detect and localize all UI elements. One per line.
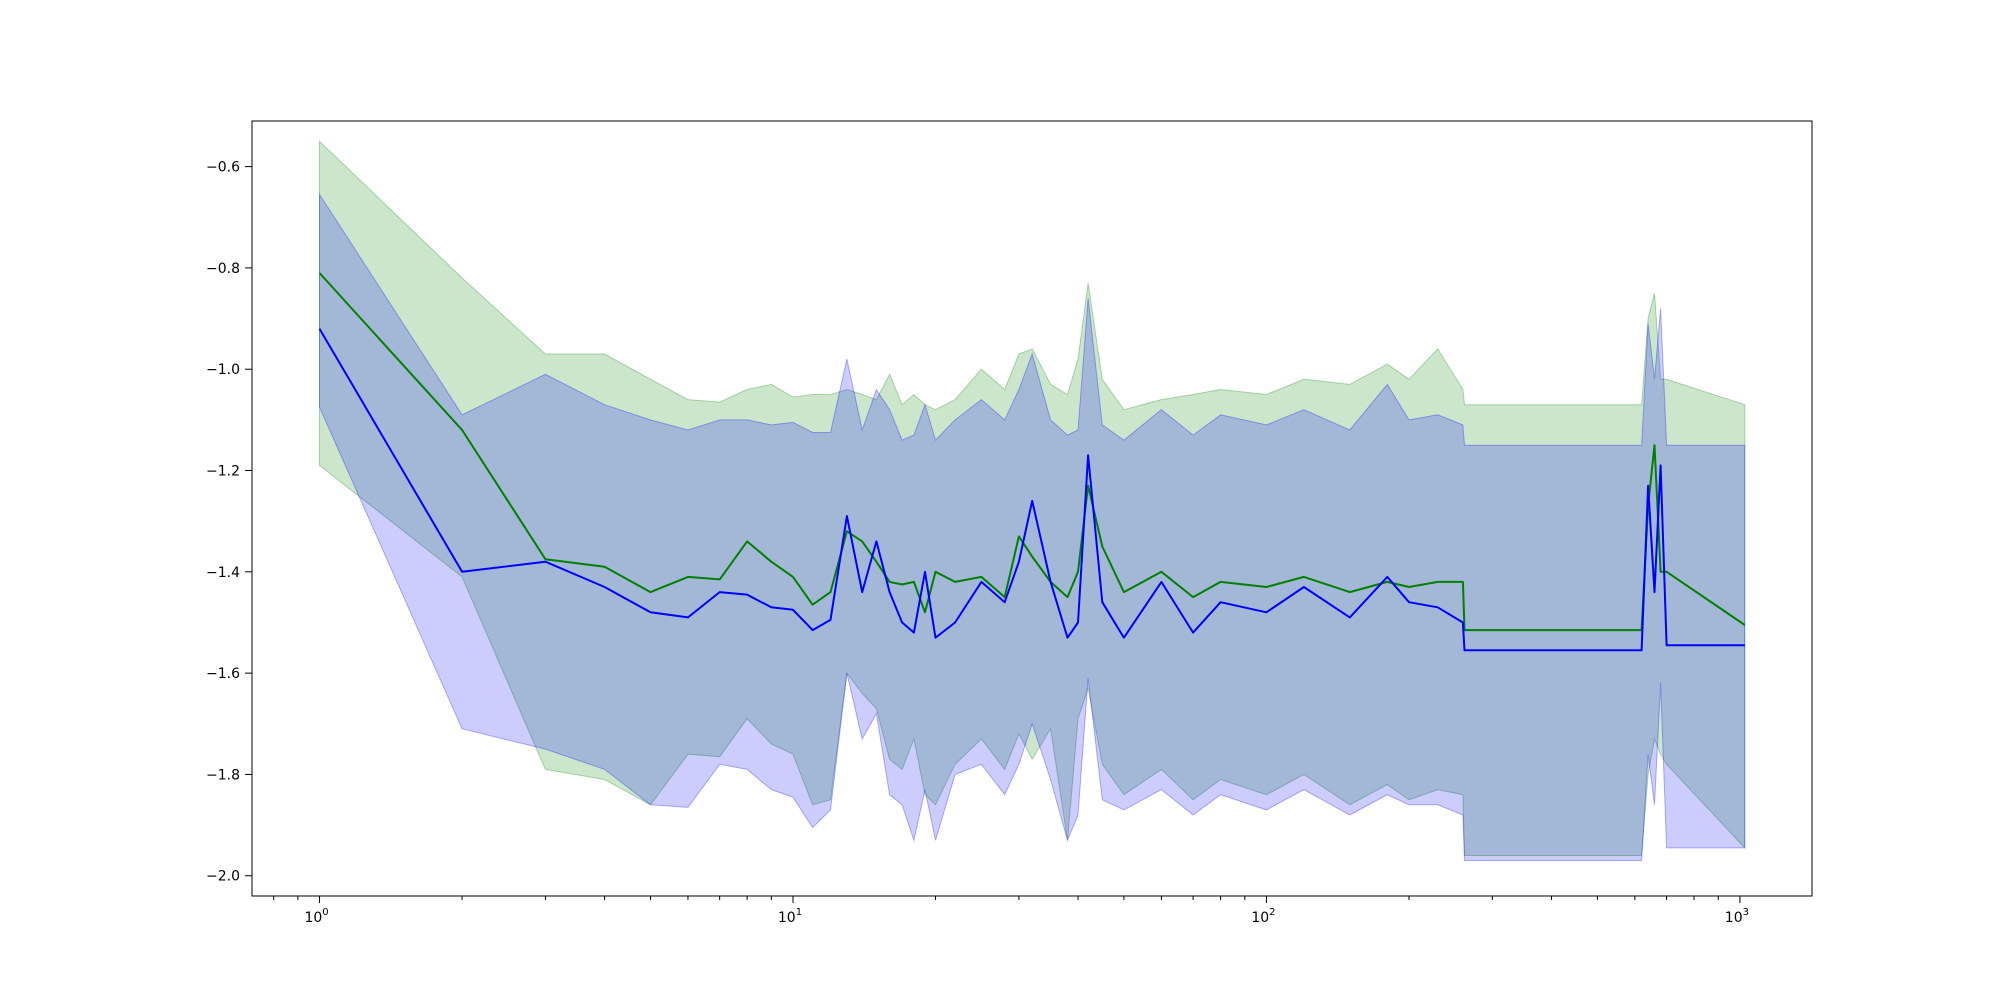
y-tick-label: −1.8 [206,767,240,783]
y-tick-label: −2.0 [206,869,240,885]
band-series-2 [319,192,1746,861]
y-tick-label: −0.8 [206,261,240,277]
series-lines [318,272,1746,652]
x-tick-label: 100 [304,907,328,926]
line-series-2 [318,328,1745,652]
x-tick-label: 103 [1725,907,1749,926]
line-series-1 [318,272,1746,632]
y-tick-label: −1.2 [206,464,240,480]
plot-frame [251,120,1813,897]
x-axis: 100 101 102 103 [273,896,1749,926]
x-tick-label: 101 [778,907,802,926]
y-tick-label: −1.0 [206,362,240,378]
y-tick-label: −0.6 [206,160,240,176]
x-tick-label: 102 [1251,907,1275,926]
confidence-bands [319,140,1746,861]
y-axis: −0.6 −0.8 −1.0 −1.2 −1.4 −1.6 −1.8 −2.0 [206,160,252,885]
y-tick-label: −1.6 [206,666,240,682]
band-series-1 [319,140,1746,856]
y-tick-label: −1.4 [206,565,240,581]
